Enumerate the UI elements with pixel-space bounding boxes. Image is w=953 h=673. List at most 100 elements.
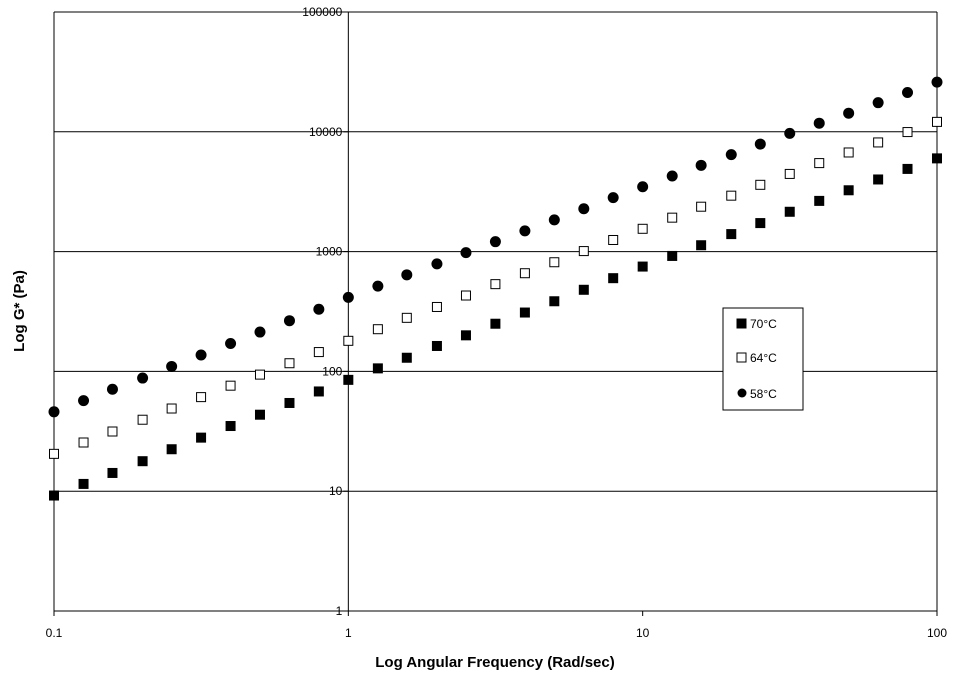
legend: 70°C 64°C 58°C	[722, 307, 804, 411]
gridlines	[53, 11, 938, 611]
data-point	[195, 349, 207, 361]
y-tick-label: 10	[329, 484, 343, 498]
data-point	[225, 380, 236, 391]
data-point	[166, 403, 177, 414]
data-point	[78, 437, 89, 448]
data-point	[460, 330, 471, 341]
series-70C	[49, 153, 942, 501]
data-point	[460, 290, 471, 301]
data-point	[284, 397, 295, 408]
data-point	[343, 374, 354, 385]
x-tick-label: 100	[927, 626, 947, 640]
data-point	[814, 158, 825, 169]
data-point	[902, 127, 913, 138]
axes	[53, 11, 938, 616]
data-point	[549, 296, 560, 307]
data-point	[196, 432, 207, 443]
data-point	[813, 117, 825, 129]
data-point	[166, 360, 178, 372]
data-point	[843, 147, 854, 158]
data-point	[254, 326, 266, 338]
data-point	[78, 478, 89, 489]
data-point	[932, 153, 942, 164]
data-point	[254, 409, 265, 420]
x-tick-label: 10	[636, 626, 650, 640]
x-tick-label: 1	[345, 626, 352, 640]
data-point	[607, 192, 619, 204]
data-point	[814, 195, 825, 206]
data-point	[78, 395, 90, 407]
data-point	[106, 383, 118, 395]
data-point	[637, 261, 648, 272]
data-point	[843, 185, 854, 196]
data-point	[401, 312, 412, 323]
data-point	[932, 116, 942, 127]
data-point	[342, 291, 354, 303]
data-point	[372, 280, 384, 292]
data-point	[137, 456, 148, 467]
series-58C	[48, 76, 943, 418]
data-point	[666, 170, 678, 182]
data-point	[489, 236, 501, 248]
data-point	[755, 218, 766, 229]
data-point	[873, 174, 884, 185]
data-point	[549, 257, 560, 268]
data-point	[578, 203, 590, 215]
data-point	[166, 444, 177, 455]
y-axis-title: Log G* (Pa)	[11, 270, 28, 352]
data-point	[343, 335, 354, 346]
y-tick-label: 100	[322, 364, 342, 378]
data-points	[48, 76, 943, 501]
x-axis-title: Log Angular Frequency (Rad/sec)	[375, 654, 614, 671]
data-point	[637, 181, 649, 193]
data-point	[519, 225, 531, 237]
legend-box	[722, 307, 804, 411]
data-point	[726, 190, 737, 201]
data-point	[196, 392, 207, 403]
data-point	[608, 234, 619, 245]
data-point	[225, 421, 236, 432]
data-point	[225, 337, 237, 349]
data-point	[667, 250, 678, 261]
data-point	[695, 159, 707, 171]
data-point	[578, 246, 589, 257]
data-point	[284, 358, 295, 369]
data-point	[372, 363, 383, 374]
y-tick-labels: 1 10 100 1000 10000 100000	[302, 5, 342, 618]
data-point	[49, 490, 59, 501]
data-point	[48, 406, 60, 418]
data-point	[696, 240, 707, 251]
data-point	[107, 467, 118, 478]
x-tick-label: 0.1	[46, 626, 63, 640]
x-tick-labels: 0.1 1 10 100	[46, 626, 948, 640]
data-point	[726, 229, 737, 240]
data-point	[725, 149, 737, 161]
data-point	[784, 206, 795, 217]
data-point	[784, 168, 795, 179]
data-point	[755, 179, 766, 190]
data-point	[931, 76, 943, 88]
data-point	[519, 307, 530, 318]
data-point	[754, 138, 766, 150]
data-point	[431, 301, 442, 312]
data-point	[137, 372, 149, 384]
data-point	[460, 247, 472, 259]
data-point	[431, 258, 443, 270]
data-point	[519, 268, 530, 279]
data-point	[313, 303, 325, 315]
legend-marker-70c	[736, 318, 747, 329]
data-point	[49, 448, 59, 459]
legend-label-64c: 64°C	[750, 351, 777, 365]
data-point	[313, 386, 324, 397]
data-point	[578, 284, 589, 295]
data-point	[313, 347, 324, 358]
y-tick-label: 10000	[309, 125, 343, 139]
legend-marker-58c	[737, 388, 747, 398]
data-point	[902, 86, 914, 98]
data-point	[107, 426, 118, 437]
data-point	[843, 107, 855, 119]
data-point	[608, 273, 619, 284]
data-point	[667, 212, 678, 223]
data-point	[401, 352, 412, 363]
